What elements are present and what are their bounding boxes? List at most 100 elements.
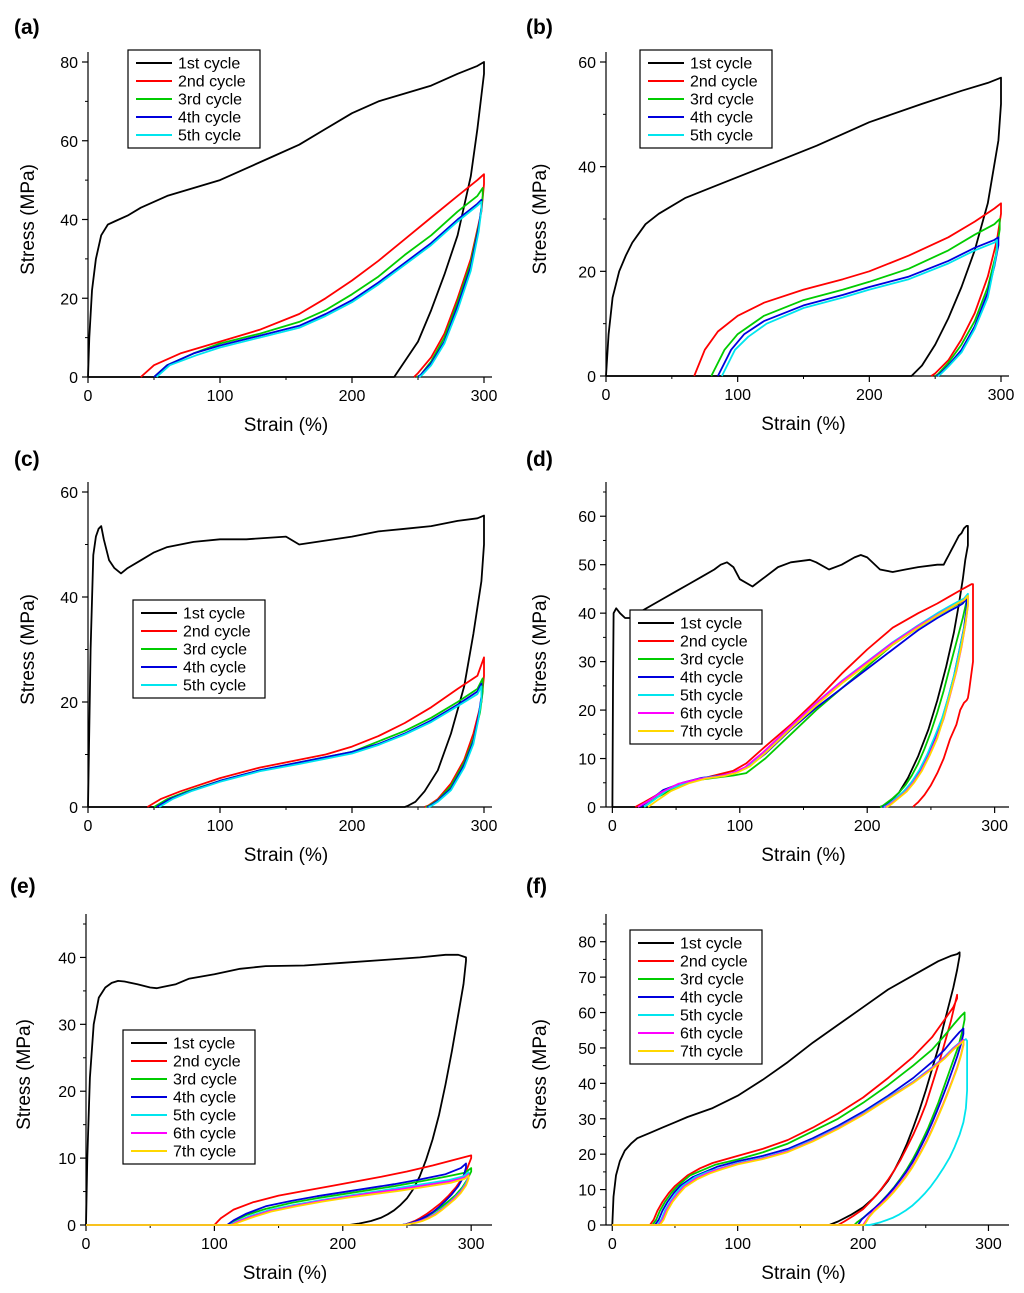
x-tick-label: 300 <box>981 818 1008 835</box>
y-tick-label: 0 <box>587 369 596 386</box>
y-tick-label: 0 <box>69 800 78 817</box>
series-line-5 <box>158 685 483 808</box>
legend-entry: 7th cycle <box>173 1144 236 1161</box>
legend-entry: 1st cycle <box>178 56 240 73</box>
legend-entry: 3rd cycle <box>680 652 744 669</box>
series-line-3 <box>86 1167 473 1226</box>
series-line-2 <box>634 583 974 808</box>
x-tick-label: 200 <box>339 818 366 835</box>
x-tick-label: 300 <box>975 1236 1002 1253</box>
x-tick-label: 0 <box>84 388 93 405</box>
series-line-7 <box>86 1174 470 1226</box>
x-axis-label: Strain (%) <box>761 414 845 435</box>
series-line-1 <box>87 514 485 808</box>
legend-entry: 2nd cycle <box>680 954 748 971</box>
x-axis-label: Strain (%) <box>761 845 845 866</box>
y-tick-label: 60 <box>578 1006 596 1023</box>
chart-panel-2: (b) 0 100 200 300 0 20 40 60 Strain (%) Stress (MP… <box>526 16 1014 435</box>
legend-entry: 5th cycle <box>690 128 753 145</box>
legend-entry: 7th cycle <box>680 1044 743 1061</box>
panel-label: (f) <box>526 875 547 898</box>
series-line-4 <box>156 682 483 808</box>
x-tick-label: 0 <box>82 1236 91 1253</box>
y-tick-label: 80 <box>60 55 78 72</box>
series-line-4 <box>717 236 1000 377</box>
legend-entry: 1st cycle <box>173 1036 235 1053</box>
x-tick-label: 100 <box>207 818 234 835</box>
x-tick-label: 0 <box>84 818 93 835</box>
y-tick-label: 10 <box>578 752 596 769</box>
x-axis-label: Strain (%) <box>244 845 328 866</box>
series-line-1 <box>85 953 467 1226</box>
y-tick-label: 20 <box>60 695 78 712</box>
legend-entry: 4th cycle <box>183 660 246 677</box>
series-line-7 <box>612 1040 965 1226</box>
y-tick-label: 40 <box>58 950 76 967</box>
y-tick-label: 20 <box>578 1147 596 1164</box>
legend-entry: 3rd cycle <box>680 972 744 989</box>
series-line-7 <box>647 594 969 808</box>
y-axis-label: Stress (MPa) <box>530 594 551 705</box>
legend-entry: 5th cycle <box>183 678 246 695</box>
series-line-2 <box>612 993 958 1226</box>
legend-entry: 3rd cycle <box>183 642 247 659</box>
series-line-5 <box>721 239 998 377</box>
x-tick-label: 100 <box>724 1236 751 1253</box>
legend-entry: 6th cycle <box>173 1126 236 1143</box>
x-tick-label: 100 <box>201 1236 228 1253</box>
x-axis-label: Strain (%) <box>243 1263 327 1284</box>
y-tick-label: 20 <box>578 703 596 720</box>
y-tick-label: 40 <box>60 213 78 230</box>
series-line-3 <box>710 218 1001 377</box>
y-tick-label: 70 <box>578 970 596 987</box>
y-tick-label: 10 <box>58 1151 76 1168</box>
y-tick-label: 10 <box>578 1183 596 1200</box>
series-line-3 <box>153 187 484 378</box>
series-line-5 <box>156 200 483 378</box>
legend-entry: 4th cycle <box>178 110 241 127</box>
y-tick-label: 0 <box>69 370 78 387</box>
panel-label: (b) <box>526 16 553 39</box>
series-line-5 <box>86 1171 470 1226</box>
legend-entry: 5th cycle <box>178 128 241 145</box>
y-tick-label: 60 <box>60 485 78 502</box>
legend-entry: 2nd cycle <box>690 74 758 91</box>
legend-entry: 5th cycle <box>680 688 743 705</box>
legend-entry: 3rd cycle <box>690 92 754 109</box>
series-line-4 <box>153 198 483 378</box>
legend-entry: 7th cycle <box>680 724 743 741</box>
x-tick-label: 200 <box>329 1236 356 1253</box>
y-tick-label: 30 <box>578 655 596 672</box>
series-line-1 <box>605 76 1002 377</box>
y-tick-label: 50 <box>578 1041 596 1058</box>
y-axis-label: Stress (MPa) <box>530 164 551 275</box>
x-tick-label: 300 <box>471 818 498 835</box>
y-tick-label: 80 <box>578 935 596 952</box>
legend-entry: 2nd cycle <box>680 634 748 651</box>
panel-label: (d) <box>526 448 553 471</box>
y-axis-label: Stress (MPa) <box>14 1019 35 1130</box>
x-tick-label: 200 <box>850 1236 877 1253</box>
x-axis-label: Strain (%) <box>761 1263 845 1284</box>
y-tick-label: 20 <box>60 291 78 308</box>
y-tick-label: 20 <box>578 264 596 281</box>
legend-entry: 1st cycle <box>680 616 742 633</box>
series-line-4 <box>612 1027 965 1226</box>
chart-panel-6: (f) 0 100 200 300 0 10 20 30 40 50 60 70 80 Strain (%)… <box>526 875 1009 1284</box>
y-tick-label: 60 <box>578 55 596 72</box>
legend-entry: 4th cycle <box>680 670 743 687</box>
panel-label: (e) <box>10 875 36 898</box>
legend-entry: 2nd cycle <box>183 624 251 641</box>
y-tick-label: 40 <box>60 590 78 607</box>
y-tick-label: 50 <box>578 558 596 575</box>
legend-entry: 4th cycle <box>173 1090 236 1107</box>
chart-panel-5: (e) 0 100 200 300 0 10 20 30 40 Strain (%) Stress (… <box>10 875 492 1284</box>
x-axis-label: Strain (%) <box>244 415 328 436</box>
panel-label: (a) <box>14 16 40 39</box>
legend-entry: 1st cycle <box>680 936 742 953</box>
y-axis-label: Stress (MPa) <box>530 1019 551 1130</box>
